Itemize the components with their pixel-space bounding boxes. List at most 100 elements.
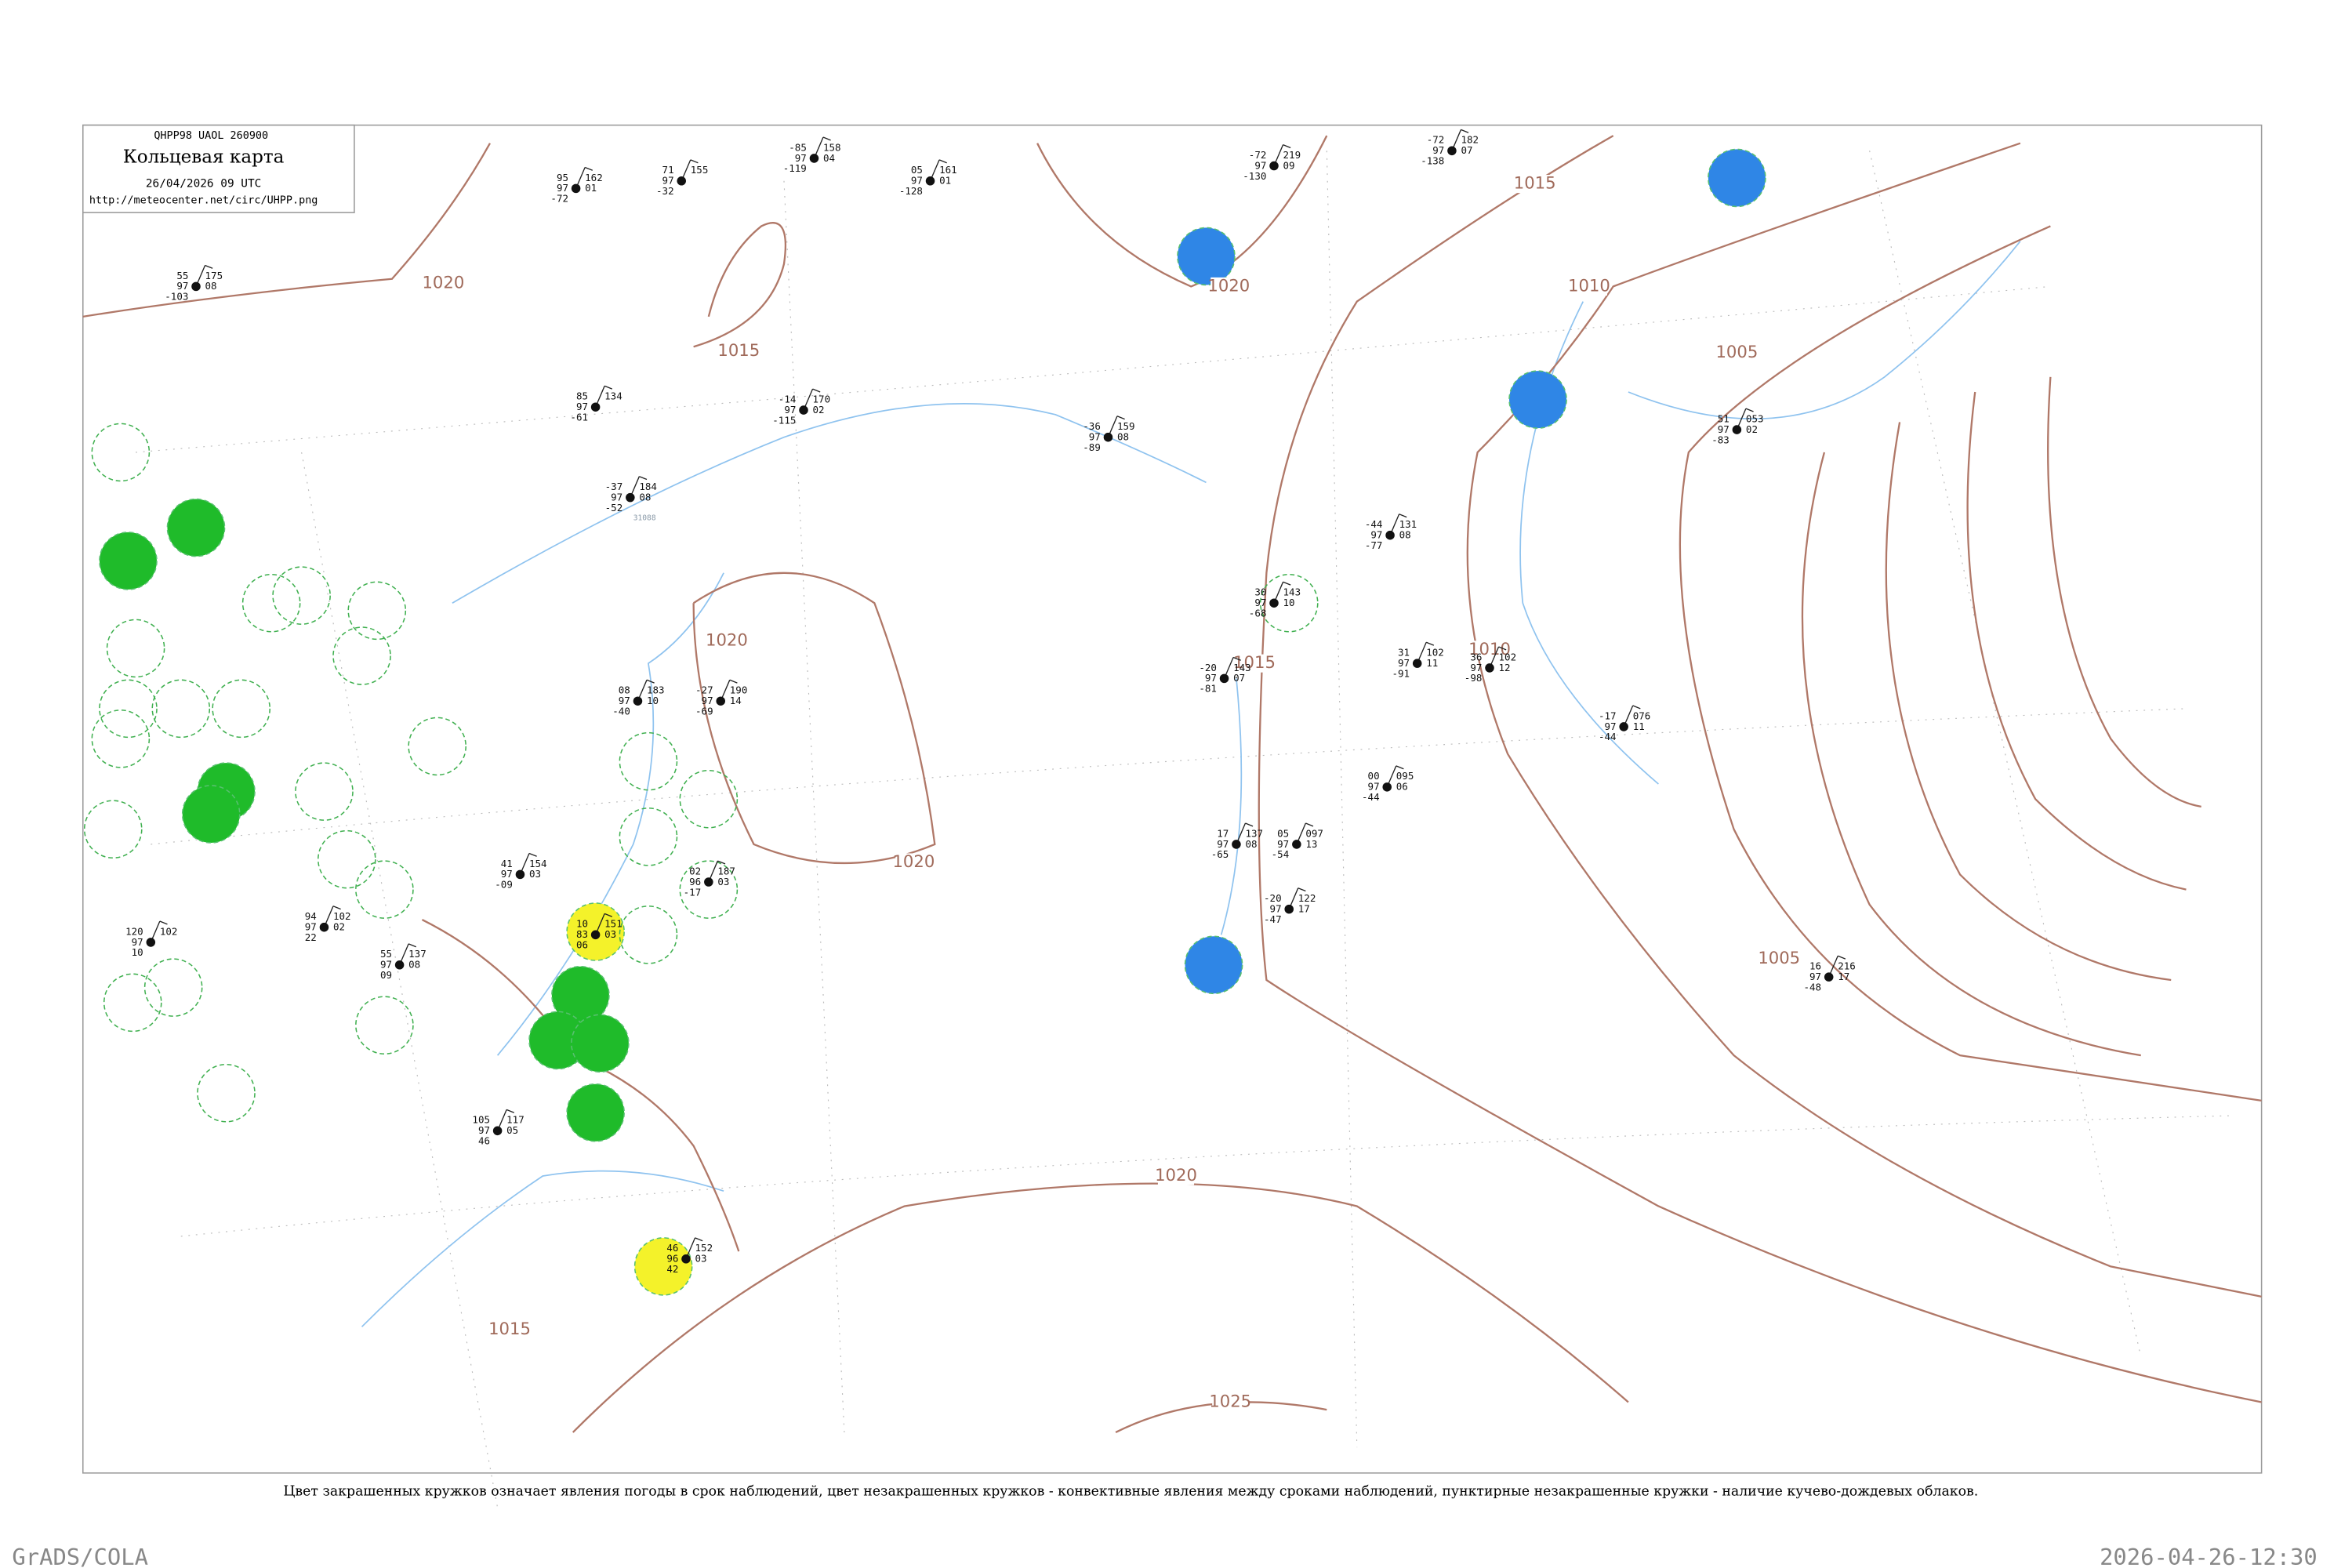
visibility: 97 <box>1254 597 1266 608</box>
isobar-label-bg <box>895 853 932 872</box>
tendency: 07 <box>1461 144 1472 156</box>
isobar-label: 1005 <box>1758 948 1800 967</box>
visibility: 96 <box>666 1253 678 1265</box>
isobar-label-bg <box>1210 277 1247 296</box>
dew-point: -69 <box>695 706 713 717</box>
cb-circle <box>212 679 270 739</box>
isobar-label: 1015 <box>717 340 760 360</box>
temperature: 51 <box>1718 412 1730 424</box>
visibility: 97 <box>305 921 317 933</box>
tendency: 09 <box>1283 159 1295 171</box>
temperature: -72 <box>1249 149 1267 161</box>
isobar-label-bg <box>425 274 462 293</box>
weather-circle <box>566 1083 625 1142</box>
isobar-label: 1010 <box>1568 275 1610 295</box>
cb-circle <box>272 566 331 625</box>
pressure: 102 <box>160 925 178 937</box>
cb-circle <box>332 626 391 685</box>
phenomena-circles <box>83 148 1766 1296</box>
header-box: QHPP98 UAOL 260900 Кольцевая карта 26/04… <box>82 124 355 213</box>
tendency: 03 <box>695 1253 707 1265</box>
cb-circle <box>619 906 678 964</box>
isobar-label-bg <box>1236 654 1273 673</box>
tendency: 05 <box>506 1124 518 1136</box>
dew-point: -09 <box>495 879 513 891</box>
isobar <box>1258 135 2262 1403</box>
tendency: 06 <box>1396 781 1408 793</box>
station-dot <box>1824 972 1834 982</box>
isobar <box>1036 135 1328 288</box>
tendency: 11 <box>1426 657 1438 669</box>
tendency: 08 <box>1117 431 1129 443</box>
dew-point: -32 <box>656 185 674 197</box>
wind-feather <box>506 1109 515 1113</box>
tendency: 12 <box>1499 662 1511 673</box>
tendency: 03 <box>717 876 729 887</box>
dew-point: -54 <box>1272 848 1290 860</box>
dew-point: -83 <box>1711 434 1730 445</box>
temperature: 05 <box>911 164 923 176</box>
temperature: -44 <box>1365 518 1383 530</box>
temperature: 55 <box>176 270 188 281</box>
station-dot <box>716 696 725 706</box>
wind-feather <box>1283 581 1291 586</box>
pressure: 161 <box>939 164 957 176</box>
cb-circle <box>295 762 354 821</box>
isobar-label-bg <box>1570 277 1607 296</box>
wind-feather <box>1283 143 1291 149</box>
pressure: 131 <box>1399 518 1417 530</box>
isobar-label: 1005 <box>1715 342 1758 361</box>
header-url: http://meteocenter.net/circ/UHPP.png <box>89 195 318 207</box>
station-dot <box>1382 782 1392 792</box>
dew-point: -81 <box>1199 683 1217 695</box>
visibility: 97 <box>611 491 622 503</box>
cb-circle <box>83 800 143 858</box>
cb-circle <box>99 679 158 739</box>
isobar-label-bg <box>1212 1392 1249 1411</box>
visibility: 97 <box>557 182 568 194</box>
station-dot <box>590 930 601 940</box>
station-dot <box>394 960 405 970</box>
meridian <box>301 452 499 1508</box>
pressure: 102 <box>1426 647 1444 659</box>
station-dot <box>681 1254 691 1264</box>
temperature: 105 <box>472 1114 490 1126</box>
cb-circle <box>619 731 678 791</box>
footer-left: GrADS/COLA <box>12 1544 148 1568</box>
temperature: 17 <box>1217 827 1229 839</box>
wind-feather <box>1305 822 1314 827</box>
visibility: 97 <box>1089 431 1101 443</box>
tendency: 08 <box>408 959 420 971</box>
temperature: 05 <box>1277 827 1289 839</box>
tendency: 08 <box>639 491 651 503</box>
pressure: 170 <box>813 393 831 405</box>
weather-circle <box>99 532 158 590</box>
station-id: 31088 <box>633 514 656 522</box>
wind-feather <box>717 860 726 865</box>
station-dot <box>515 869 525 880</box>
isobar-label-bg <box>1761 949 1798 968</box>
station-dot <box>677 176 686 186</box>
pressure: 117 <box>506 1114 524 1126</box>
temperature: -85 <box>789 141 807 153</box>
dew-point: -98 <box>1465 672 1483 684</box>
temperature: -36 <box>1083 420 1101 432</box>
temperature: 95 <box>557 172 568 183</box>
visibility: 97 <box>1368 781 1380 793</box>
isobar <box>82 143 492 318</box>
wind-feather <box>1425 641 1435 646</box>
wind-feather <box>646 679 655 684</box>
